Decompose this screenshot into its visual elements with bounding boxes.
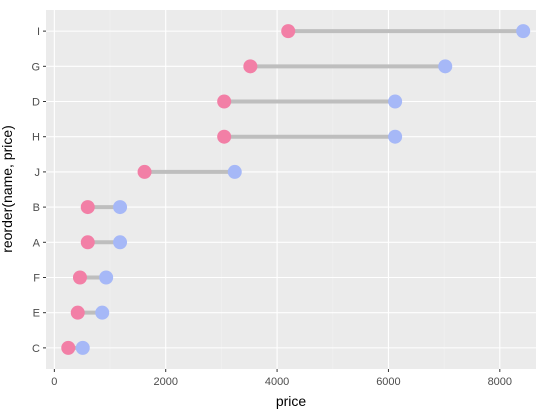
y-tick-label: J <box>35 167 41 179</box>
low-point-F <box>72 270 87 285</box>
x-tick-label: 6000 <box>376 376 400 388</box>
low-point-I <box>281 24 296 39</box>
high-point-I <box>516 24 531 39</box>
high-point-B <box>113 200 128 215</box>
y-tick-label: D <box>32 97 40 109</box>
high-point-D <box>388 94 403 109</box>
y-tick-label: I <box>37 26 40 38</box>
x-axis: 0 2000 4000 6000 8000 <box>51 369 512 388</box>
low-point-J <box>137 164 152 179</box>
high-point-J <box>227 164 242 179</box>
y-tick-label: H <box>32 132 40 144</box>
low-point-A <box>80 235 95 250</box>
high-point-A <box>113 235 128 250</box>
low-point-G <box>243 59 258 74</box>
high-point-F <box>99 270 114 285</box>
low-point-D <box>217 94 232 109</box>
x-tick-label: 8000 <box>488 376 512 388</box>
low-point-C <box>61 340 76 355</box>
low-point-E <box>70 305 85 320</box>
x-axis-title: price <box>276 393 307 409</box>
x-tick-label: 2000 <box>153 376 177 388</box>
high-point-H <box>388 129 403 144</box>
y-tick-label: B <box>33 202 40 214</box>
x-tick-label: 0 <box>51 376 57 388</box>
low-point-B <box>80 200 95 215</box>
plot-panel <box>46 10 536 369</box>
y-tick-label: A <box>33 237 41 249</box>
y-tick-label: F <box>33 272 40 284</box>
high-point-E <box>95 305 110 320</box>
y-axis: C E F A B J H D G I <box>31 26 46 355</box>
y-axis-title: reorder(name, price) <box>0 125 15 253</box>
y-tick-label: G <box>31 61 40 73</box>
x-tick-label: 4000 <box>265 376 289 388</box>
y-tick-label: E <box>33 308 40 320</box>
dumbbell-points <box>61 24 531 355</box>
high-point-G <box>438 59 453 74</box>
high-point-C <box>75 340 90 355</box>
y-tick-label: C <box>32 343 40 355</box>
low-point-H <box>217 129 232 144</box>
